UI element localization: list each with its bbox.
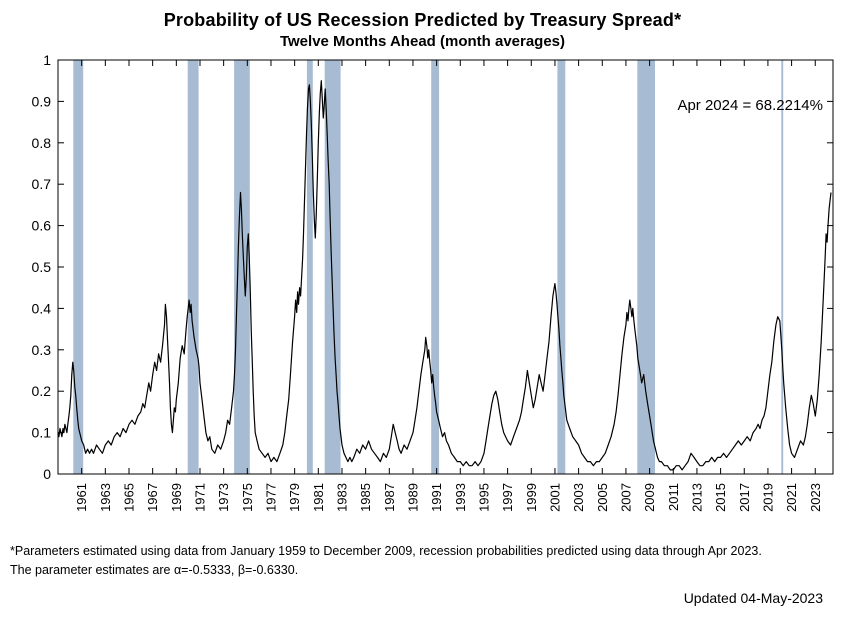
x-tick-label: 2001 [547,483,562,512]
x-tick-label: 1991 [429,483,444,512]
x-tick-label: 2015 [713,483,728,512]
x-tick-label: 1977 [263,483,278,512]
y-tick-label: 0.3 [32,342,52,358]
x-tick-label: 1993 [453,483,468,512]
x-tick-label: 2011 [666,483,681,511]
x-tick-label: 1969 [169,483,184,512]
recession-band [781,60,784,474]
x-tick-label: 1989 [405,483,420,512]
x-tick-label: 2005 [595,483,610,512]
y-tick-label: 0.7 [32,176,52,192]
x-tick-label: 2019 [760,483,775,512]
x-tick-label: 1963 [98,483,113,512]
recession-probability-chart: 0 0.1 0.2 0.3 0.4 0.5 0.6 0.7 0.8 0.9 1 1961 1963 196… [32,52,834,512]
y-tick-label: 0.8 [32,135,52,151]
recession-band [306,60,313,474]
recession-band [637,60,655,474]
x-tick-label: 1971 [192,483,207,512]
recession-band [73,60,84,474]
updated-label: Updated 04-May-2023 [683,589,823,606]
y-tick-label: 0.6 [32,218,52,234]
x-tick-label: 1995 [476,483,491,512]
annotation-label: Apr 2024 = 68.2214% [677,97,823,114]
x-tick-label: 2013 [689,483,704,512]
recession-band [187,60,199,474]
y-tick-label: 1 [43,52,51,68]
x-tick-label: 1965 [121,483,136,512]
y-tick-label: 0.1 [32,425,52,441]
x-tick-label: 1981 [311,483,326,512]
recession-band [234,60,250,474]
y-tick-label: 0.5 [32,259,52,275]
x-tick-label: 2003 [571,483,586,512]
x-tick-label: 1975 [240,483,255,512]
footnote-line-2: The parameter estimates are α=-0.5333, β… [10,562,299,577]
x-tick-label: 1997 [500,483,515,512]
y-tick-label: 0.9 [32,93,52,109]
recession-band [557,60,566,474]
x-tick-label: 1967 [145,483,160,512]
probability-line [57,80,832,471]
x-tick-label: 1999 [524,483,539,512]
x-tick-label: 1973 [216,483,231,512]
chart-subtitle: Twelve Months Ahead (month averages) [279,33,566,50]
x-tick-label: 2017 [737,483,752,512]
recession-band [431,60,440,474]
footnote: *Parameters estimated using data from Ja… [10,542,835,580]
y-tick-label: 0 [43,466,51,482]
x-tick-label: 1987 [382,483,397,512]
y-tick-label: 0.2 [32,383,52,399]
x-tick-label: 2023 [808,483,823,512]
y-tick-label: 0.4 [32,300,52,316]
x-tick-label: 1961 [74,483,89,512]
x-tick-label: 2007 [618,483,633,512]
x-tick-label: 2009 [642,483,657,512]
footnote-line-1: *Parameters estimated using data from Ja… [10,544,762,558]
chart-title: Probability of US Recession Predicted by… [163,10,682,30]
x-tick-label: 1979 [287,483,302,512]
x-tick-label: 1985 [358,483,373,512]
x-tick-label: 1983 [334,483,349,512]
x-tick-label: 2021 [784,483,799,512]
